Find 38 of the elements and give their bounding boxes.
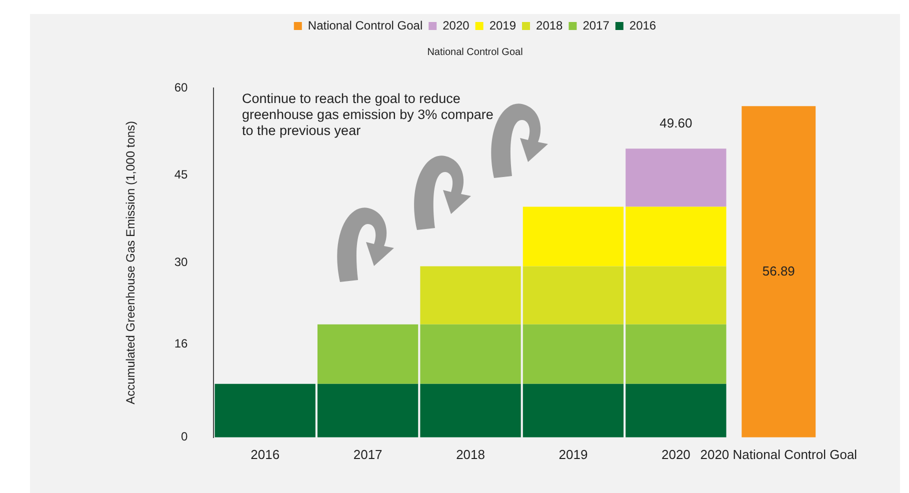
bar (626, 324, 726, 384)
y-tick-label: 0 (181, 430, 188, 444)
bar (214, 384, 316, 438)
annotation: Continue to reach the goal to reduce greenhouse gas emission by 3% compare to the previous year (242, 91, 494, 139)
legend-label: 2018 (536, 18, 564, 32)
y-tick-label: 60 (174, 80, 188, 94)
bar (522, 384, 624, 438)
x-tick-label: 2017 (353, 446, 382, 462)
bar (420, 266, 521, 324)
bar (522, 206, 624, 266)
bar (626, 266, 726, 324)
data-label: 56.89 (762, 263, 795, 278)
legend-label: 2017 (582, 18, 610, 32)
bar (420, 384, 521, 438)
legend-label: 2019 (489, 18, 516, 32)
x-tick-label: 2016 (250, 446, 280, 462)
x-tick-label: 2020 National Control Goal (700, 446, 858, 462)
y-axis-title: Accumulated Greenhouse Gas Emission (1,000 tons) (124, 120, 138, 404)
bar (626, 206, 726, 266)
bar (420, 324, 521, 384)
bar (626, 148, 726, 207)
y-tick-label: 16 (174, 336, 188, 351)
bar (522, 266, 624, 324)
x-tick-label: 2018 (456, 446, 485, 462)
y-tick-label: 30 (174, 255, 188, 270)
bar (317, 384, 418, 438)
chart-subtitle: National Control Goal (427, 46, 523, 58)
bar (742, 106, 816, 438)
legend-label: National Control Goal (308, 18, 423, 32)
y-tick-label: 45 (174, 168, 188, 182)
total-label: 49.60 (660, 116, 692, 131)
bar (317, 324, 418, 384)
legend-label: 2020 (442, 18, 470, 32)
bar (522, 324, 624, 384)
x-tick-label: 2019 (558, 446, 588, 462)
x-tick-label: 2020 (661, 446, 690, 462)
legend-label: 2016 (629, 18, 656, 32)
bar (626, 384, 726, 438)
